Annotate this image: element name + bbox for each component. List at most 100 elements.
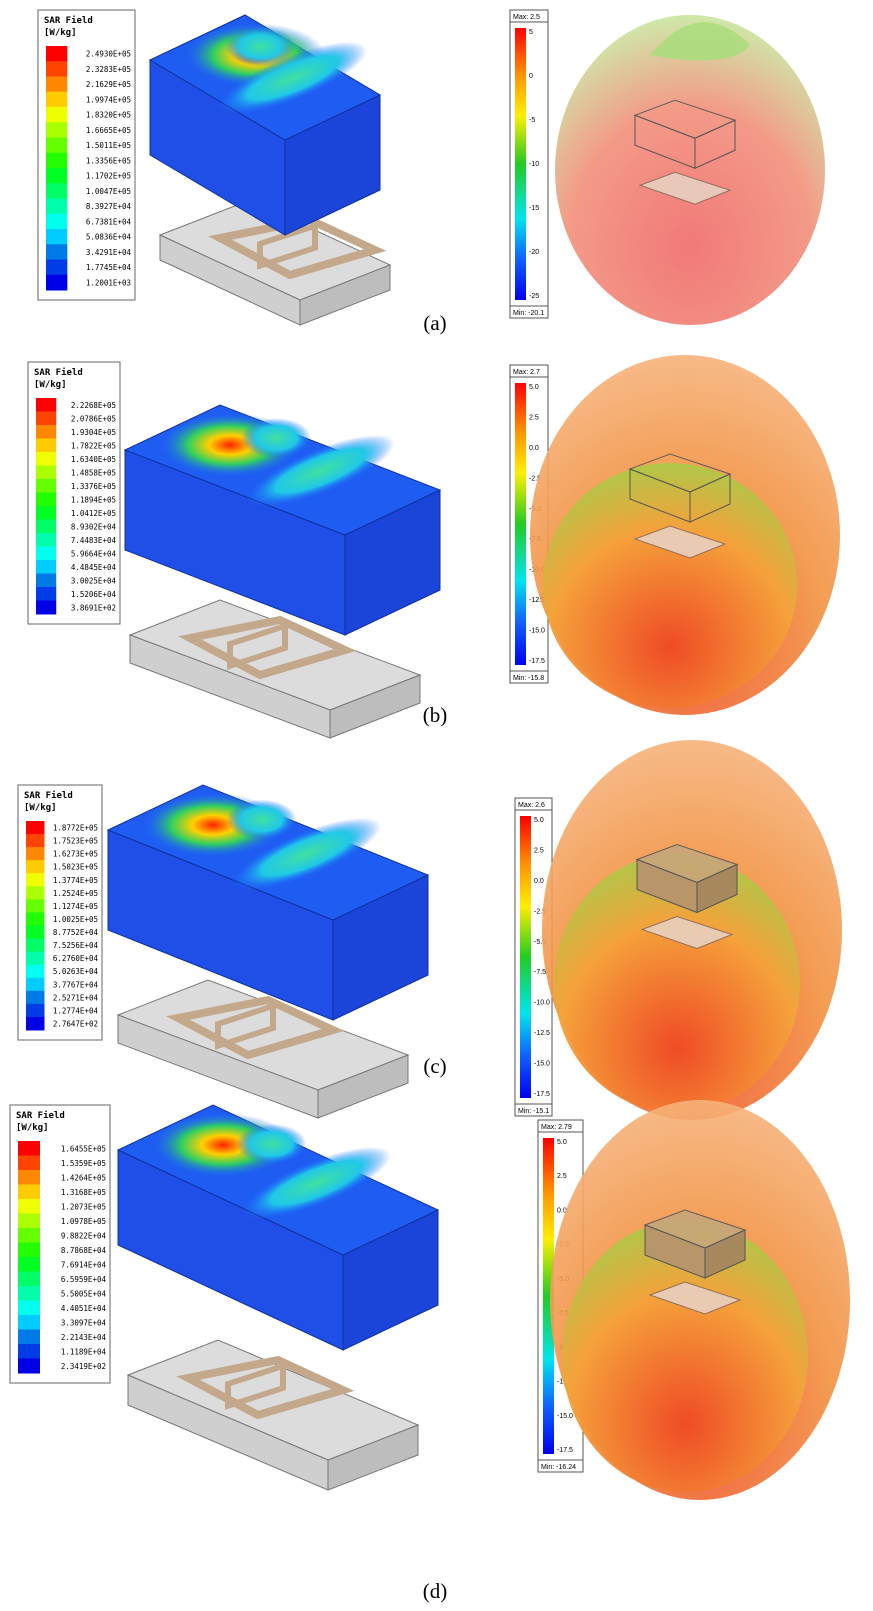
legend-value: 4.4051E+04 bbox=[61, 1304, 107, 1313]
scale-min: Min: -16.24 bbox=[541, 1464, 576, 1471]
sar-region bbox=[225, 27, 295, 67]
legend-swatch bbox=[18, 1257, 40, 1272]
legend-value: 1.6273E+05 bbox=[53, 850, 98, 859]
scale-tick-label: -12.5 bbox=[534, 1030, 550, 1037]
scale-max: Max: 2.7 bbox=[513, 369, 540, 376]
legend-value: 1.4264E+05 bbox=[61, 1173, 106, 1182]
legend-value: 1.1189E+04 bbox=[61, 1347, 107, 1356]
legend-swatch bbox=[36, 547, 56, 561]
legend-value: 7.6914E+04 bbox=[61, 1260, 107, 1269]
legend-swatch bbox=[46, 260, 67, 276]
legend-value: 2.5271E+04 bbox=[53, 993, 99, 1002]
legend-value: 1.6455E+05 bbox=[61, 1144, 106, 1153]
scale-tick-label: -17.5 bbox=[557, 1447, 573, 1454]
scale-tick-label: -25 bbox=[529, 293, 539, 300]
legend-swatch bbox=[26, 1017, 44, 1031]
scale-tick-label: 2.5 bbox=[529, 414, 539, 421]
legend-swatch bbox=[36, 452, 56, 466]
legend-swatch bbox=[46, 229, 67, 245]
legend-swatch bbox=[26, 899, 44, 913]
scale-tick-label: -7.5 bbox=[534, 969, 546, 976]
scale-tick-label: -15 bbox=[529, 205, 539, 212]
legend-value: 3.0025E+04 bbox=[71, 576, 117, 585]
sar-region bbox=[237, 1124, 307, 1164]
legend-value: 1.6665E+05 bbox=[86, 126, 131, 135]
legend-swatch bbox=[36, 533, 56, 547]
legend-unit: [W/kg] bbox=[44, 28, 77, 38]
legend-swatch bbox=[18, 1156, 40, 1171]
legend-value: 1.2524E+05 bbox=[53, 889, 98, 898]
scale-tick-label: 0 bbox=[529, 73, 533, 80]
legend-swatch bbox=[26, 952, 44, 966]
caption: (d) bbox=[423, 1579, 448, 1603]
legend-value: 5.0263E+04 bbox=[53, 967, 99, 976]
legend-value: 1.5011E+05 bbox=[86, 141, 131, 150]
legend-value: 2.2268E+05 bbox=[71, 401, 116, 410]
scale-tick-label: 2.5 bbox=[534, 847, 544, 854]
legend-swatch bbox=[26, 1004, 44, 1018]
legend-swatch bbox=[36, 587, 56, 601]
legend-swatch bbox=[26, 926, 44, 940]
legend-value: 2.3283E+05 bbox=[86, 65, 131, 74]
legend-value: 1.3356E+05 bbox=[86, 156, 131, 165]
legend-swatch bbox=[46, 61, 67, 77]
legend-value: 6.7381E+04 bbox=[86, 217, 132, 226]
caption: (a) bbox=[423, 311, 446, 335]
legend-swatch bbox=[36, 493, 56, 507]
legend-value: 3.3097E+04 bbox=[61, 1318, 107, 1327]
legend-value: 5.5005E+04 bbox=[61, 1289, 107, 1298]
caption: (b) bbox=[423, 703, 448, 727]
pattern-inner-lobe bbox=[543, 463, 797, 708]
legend-value: 2.7647E+02 bbox=[53, 1019, 98, 1028]
legend-swatch bbox=[46, 107, 67, 123]
legend-swatch bbox=[26, 965, 44, 979]
legend-value: 9.8822E+04 bbox=[61, 1231, 107, 1240]
legend-swatch bbox=[26, 939, 44, 953]
legend-swatch bbox=[36, 479, 56, 493]
scale-min: Min: -15.1 bbox=[518, 1108, 549, 1115]
scale-gradient bbox=[515, 28, 526, 300]
legend-swatch bbox=[46, 122, 67, 138]
legend-swatch bbox=[36, 398, 56, 412]
legend-value: 7.4483E+04 bbox=[71, 536, 117, 545]
legend-value: 6.5959E+04 bbox=[61, 1275, 107, 1284]
legend-swatch bbox=[18, 1141, 40, 1156]
scale-tick-label: 5 bbox=[529, 29, 533, 36]
legend-value: 1.4858E+05 bbox=[71, 468, 116, 477]
legend-value: 1.0047E+05 bbox=[86, 187, 131, 196]
legend-swatch bbox=[46, 46, 67, 62]
legend-value: 1.5206E+04 bbox=[71, 590, 117, 599]
scale-tick-label: 0.0 bbox=[534, 878, 544, 885]
legend-title: SAR Field bbox=[34, 367, 83, 378]
scale-tick-label: -15.0 bbox=[557, 1413, 573, 1420]
legend-swatch bbox=[36, 601, 56, 615]
legend-value: 1.2073E+05 bbox=[61, 1202, 106, 1211]
legend-value: 1.1274E+05 bbox=[53, 902, 98, 911]
legend-value: 8.7868E+04 bbox=[61, 1246, 107, 1255]
legend-swatch bbox=[46, 138, 67, 154]
legend-swatch bbox=[46, 183, 67, 199]
legend-swatch bbox=[26, 886, 44, 900]
scale-tick-label: -15.0 bbox=[529, 628, 545, 635]
scale-tick-label: 5.0 bbox=[557, 1139, 567, 1146]
legend-swatch bbox=[18, 1359, 40, 1374]
scale-tick-label: 0.0 bbox=[529, 445, 539, 452]
legend-value: 2.3419E+02 bbox=[61, 1362, 106, 1371]
legend-value: 2.0786E+05 bbox=[71, 414, 116, 423]
legend-value: 1.6340E+05 bbox=[71, 455, 116, 464]
legend-swatch bbox=[46, 92, 67, 108]
legend-swatch bbox=[46, 244, 67, 260]
legend-value: 3.4291E+04 bbox=[86, 248, 132, 257]
legend-swatch bbox=[36, 412, 56, 426]
legend-value: 1.9974E+05 bbox=[86, 95, 131, 104]
legend-swatch bbox=[18, 1170, 40, 1185]
legend-swatch bbox=[36, 520, 56, 534]
legend-value: 5.0836E+04 bbox=[86, 233, 132, 242]
legend-value: 1.5359E+05 bbox=[61, 1159, 106, 1168]
legend-swatch bbox=[18, 1243, 40, 1258]
legend-swatch bbox=[26, 978, 44, 992]
legend-value: 4.4845E+04 bbox=[71, 563, 117, 572]
legend-swatch bbox=[18, 1315, 40, 1330]
legend-value: 2.1629E+05 bbox=[86, 80, 131, 89]
legend-value: 1.9304E+05 bbox=[71, 428, 116, 437]
